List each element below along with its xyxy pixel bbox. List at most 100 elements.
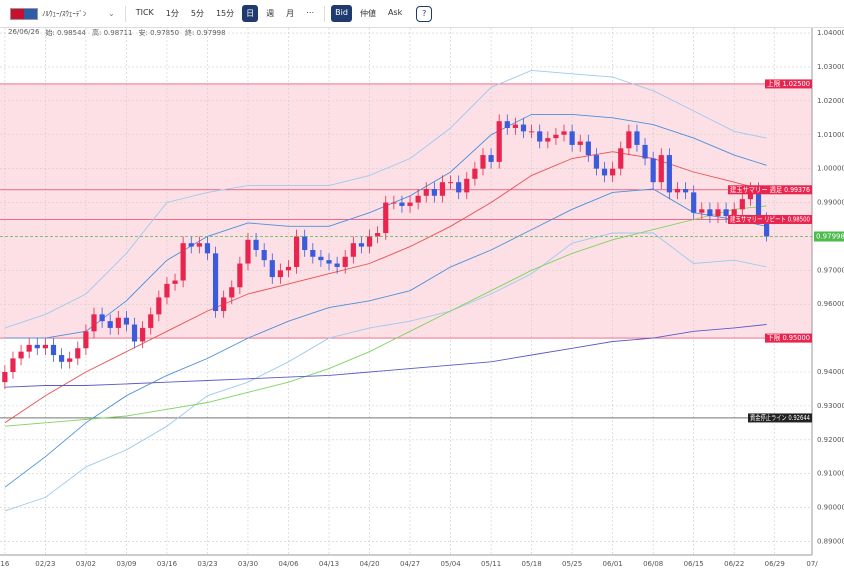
current-price-tag xyxy=(814,231,844,242)
candle-body xyxy=(115,317,121,328)
x-tick-label: 06/29 xyxy=(765,560,785,568)
candle-body xyxy=(196,243,202,247)
candle-body xyxy=(99,314,105,322)
timeframe-button[interactable]: 月 xyxy=(286,9,295,18)
candle-body xyxy=(123,317,130,325)
indicator-line xyxy=(4,69,767,329)
candle-body xyxy=(431,188,437,196)
candle-body xyxy=(26,344,32,352)
x-tick-label: 05/11 xyxy=(481,560,501,568)
candle-body xyxy=(658,155,664,183)
x-tick-label: 05/04 xyxy=(440,560,461,568)
candle-body xyxy=(75,348,81,359)
candle-body xyxy=(723,209,729,217)
candle-body xyxy=(261,249,267,261)
candle-body xyxy=(642,144,648,159)
y-tick-label: 0.89000 xyxy=(817,537,844,545)
timeframe-button[interactable]: 日 xyxy=(242,5,259,22)
candle-body xyxy=(148,314,154,328)
candle-body xyxy=(699,209,705,213)
candle-body xyxy=(18,351,24,359)
candle-body xyxy=(577,141,583,145)
candle-body xyxy=(399,202,405,206)
candle-body xyxy=(739,199,745,210)
x-tick-label: 02/23 xyxy=(35,560,55,568)
candle-body xyxy=(764,217,770,237)
x-tick-label: 05/18 xyxy=(522,560,542,568)
candle-body xyxy=(610,168,616,176)
x-tick-label: 04/06 xyxy=(278,560,299,568)
candle-body xyxy=(537,131,543,142)
candle-body xyxy=(318,256,324,261)
candle-body xyxy=(529,131,535,133)
x-tick-label: 16 xyxy=(0,560,9,568)
candle-body xyxy=(593,155,600,169)
reference-tag xyxy=(728,185,812,195)
timeframe-button[interactable]: ⋯ xyxy=(306,8,315,17)
price-type-button[interactable]: Bid xyxy=(331,5,352,22)
timeframe-button[interactable]: TICK xyxy=(135,8,154,17)
y-tick-label: 0.99000 xyxy=(817,199,844,207)
y-tick-label: 0.94000 xyxy=(817,368,844,376)
candle-body xyxy=(634,131,640,145)
pair-name[interactable]: ﾉﾙｳｪｰ/ｽｳｪｰﾃﾞﾝ xyxy=(42,9,87,18)
candle-body xyxy=(10,358,16,372)
x-tick-label: 03/09 xyxy=(116,560,136,568)
candle-body xyxy=(293,236,300,267)
x-tick-label: 06/01 xyxy=(603,560,623,568)
candle-body xyxy=(520,124,527,132)
flag xyxy=(10,7,38,20)
reference-tag xyxy=(765,333,812,343)
candle-body xyxy=(585,141,591,156)
candle-body xyxy=(366,236,373,247)
indicator-line xyxy=(4,205,767,427)
candle-body xyxy=(731,209,737,217)
candle-body xyxy=(569,131,575,145)
x-tick-label: 04/13 xyxy=(319,560,339,568)
candle-body xyxy=(285,266,292,271)
candle-body xyxy=(67,358,73,362)
candle-body xyxy=(83,331,89,349)
candle-body xyxy=(666,155,672,193)
candle-body xyxy=(164,283,170,298)
y-tick-label: 0.93000 xyxy=(817,402,844,410)
toolbar: ﾉﾙｳｪｰ/ｽｳｪｰﾃﾞﾝ ⌄ TICK 1分 5分 15分日週 月 ⋯ Bid 仲値 Ask… xyxy=(0,0,844,28)
candle-body xyxy=(245,239,251,264)
candle-body xyxy=(755,188,762,218)
chevron[interactable]: ⌄ xyxy=(108,9,115,18)
candle-body xyxy=(682,188,689,193)
candle-body xyxy=(488,155,494,162)
timeframe-button[interactable]: 15分 xyxy=(215,9,235,18)
candle-body xyxy=(626,131,632,149)
price-type-button[interactable]: 仲値 xyxy=(359,9,376,18)
separator xyxy=(324,5,326,22)
timeframe-button[interactable]: 週 xyxy=(266,9,275,18)
indicator-line xyxy=(4,188,767,488)
candle-body xyxy=(512,124,519,128)
candle-body xyxy=(480,155,486,169)
candle-body xyxy=(326,260,332,264)
candle-body xyxy=(383,202,389,234)
candle-body xyxy=(707,209,713,217)
candle-body xyxy=(334,263,340,267)
reference-tag xyxy=(765,79,812,89)
timeframe-button[interactable]: 1分 xyxy=(165,9,179,18)
candle-body xyxy=(269,260,275,278)
price-types: Bid 仲値 Ask xyxy=(329,5,408,22)
price-type-button[interactable]: Ask xyxy=(387,8,403,17)
y-tick-label: 0.92000 xyxy=(817,436,844,444)
candle-body xyxy=(58,355,65,362)
candle-body xyxy=(212,253,219,311)
candle-body xyxy=(650,158,656,183)
candle-body xyxy=(188,243,194,247)
candle-body xyxy=(464,178,470,193)
candle-body xyxy=(107,321,113,328)
y-tick-label: 0.97000 xyxy=(817,266,844,274)
candle-body xyxy=(172,280,178,284)
y-tick-label: 1.02000 xyxy=(817,97,844,105)
timeframe-button[interactable]: 5分 xyxy=(190,9,204,18)
reference-label: 建玉サマリー リピート 0.98500 xyxy=(730,214,810,223)
candle-body xyxy=(302,236,308,250)
help-button[interactable]: ? xyxy=(416,5,433,22)
